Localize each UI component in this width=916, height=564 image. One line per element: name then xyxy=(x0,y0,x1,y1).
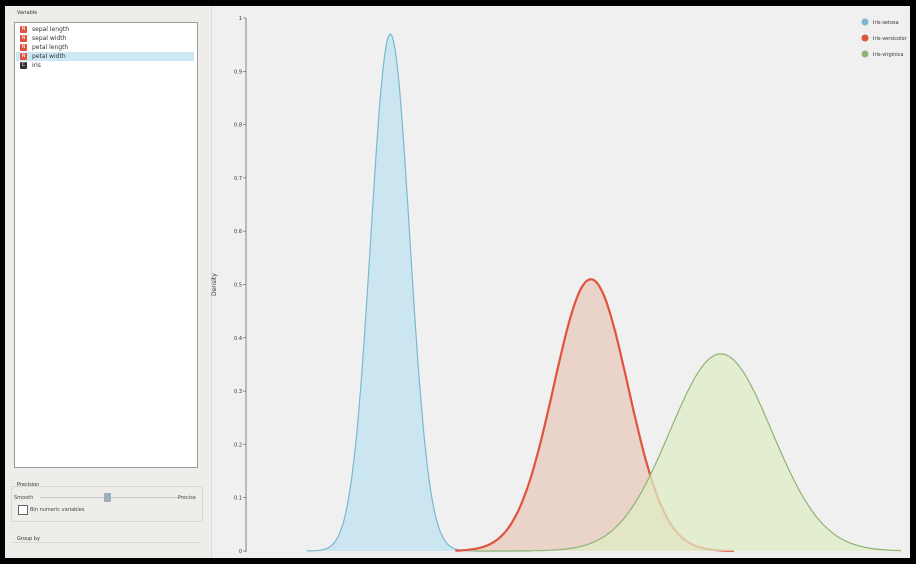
y-tick-label: 0.4 xyxy=(234,336,242,342)
y-tick-label: 0.6 xyxy=(234,229,242,235)
numeric-icon: N xyxy=(20,26,27,33)
legend-marker xyxy=(861,18,869,26)
y-axis-label: Density xyxy=(211,273,218,296)
smooth-label: Smooth xyxy=(14,495,34,501)
bin-numeric-checkbox[interactable] xyxy=(18,505,28,515)
app-window: Variable N sepal length N sepal width N … xyxy=(5,6,910,558)
list-item[interactable]: N sepal length xyxy=(16,25,194,34)
y-tick-label: 0.8 xyxy=(234,123,242,129)
control-panel: Variable N sepal length N sepal width N … xyxy=(5,6,212,558)
y-ticks: 0 0.1 0.2 0.3 0.4 0.5 0.6 0.7 0.8 0.9 1 xyxy=(234,16,246,555)
density-chart[interactable]: 0 0.1 0.2 0.3 0.4 0.5 0.6 0.7 0.8 0.9 1 Density Ir… xyxy=(211,6,910,558)
y-tick-label: 0.3 xyxy=(234,389,242,395)
legend-label: Iris-versicolor xyxy=(873,36,908,42)
legend-label: Iris-virginica xyxy=(873,52,903,58)
density-area-0 xyxy=(306,34,530,551)
variable-label: petal length xyxy=(32,44,69,51)
variable-label: petal width xyxy=(32,53,66,60)
density-area-2 xyxy=(473,353,901,551)
variable-label: sepal width xyxy=(32,35,67,42)
y-tick-label: 0.7 xyxy=(234,176,242,182)
numeric-icon: N xyxy=(20,44,27,51)
numeric-icon: N xyxy=(20,35,27,42)
precision-slider-handle[interactable] xyxy=(104,493,111,502)
legend-label: Iris-setosa xyxy=(873,20,899,26)
y-tick-label: 0 xyxy=(239,549,242,555)
y-tick-label: 1 xyxy=(239,16,242,22)
list-item[interactable]: N sepal width xyxy=(16,34,194,43)
density-area-1 xyxy=(455,279,734,551)
variable-group-title: Variable xyxy=(17,10,38,16)
y-tick-label: 0.5 xyxy=(234,283,242,289)
group-by-title: Group by xyxy=(17,536,40,542)
variable-list[interactable]: N sepal length N sepal width N petal len… xyxy=(14,22,198,468)
precision-group-title: Precision xyxy=(17,482,40,488)
bin-numeric-label: Bin numeric variables xyxy=(30,507,85,513)
variable-label: sepal length xyxy=(32,26,70,33)
plot-area[interactable]: 0 0.1 0.2 0.3 0.4 0.5 0.6 0.7 0.8 0.9 1 Density Ir… xyxy=(211,6,910,558)
y-tick-label: 0.1 xyxy=(234,496,242,502)
list-item-selected[interactable]: N petal width xyxy=(16,52,194,61)
density-line-2 xyxy=(473,353,902,552)
list-item[interactable]: C iris xyxy=(16,61,194,70)
legend-marker xyxy=(861,34,869,42)
precise-label: Precise xyxy=(178,495,196,501)
group-by-selector[interactable] xyxy=(11,542,201,558)
y-tick-label: 0.9 xyxy=(234,69,242,75)
density-curves xyxy=(306,33,902,552)
legend[interactable]: Iris-setosa Iris-versicolor Iris-virginica xyxy=(861,18,908,59)
variable-label: iris xyxy=(32,62,41,69)
numeric-icon: N xyxy=(20,53,27,60)
legend-marker xyxy=(861,50,869,58)
list-item[interactable]: N petal length xyxy=(16,43,194,52)
categorical-icon: C xyxy=(20,62,27,69)
y-tick-label: 0.2 xyxy=(234,442,242,448)
precision-group: Smooth Precise Bin numeric variables xyxy=(11,486,203,522)
